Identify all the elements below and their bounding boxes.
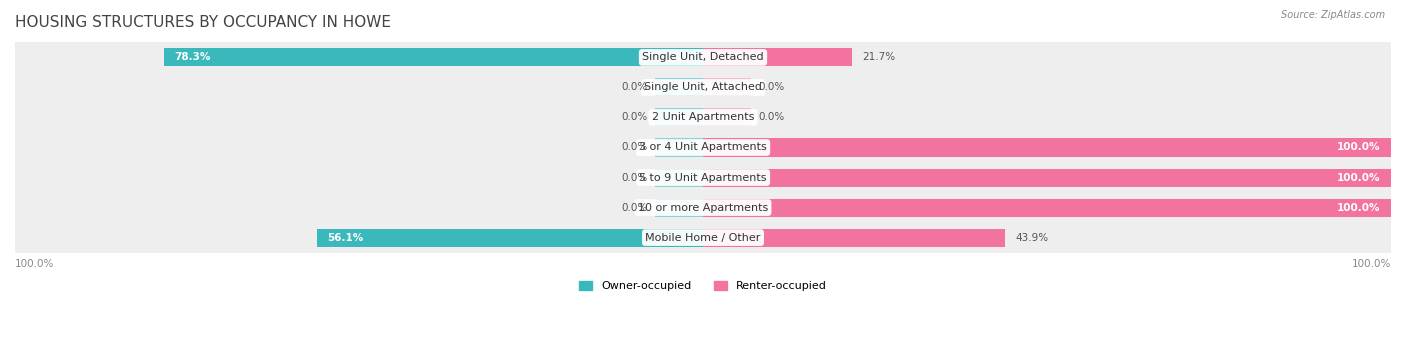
Legend: Owner-occupied, Renter-occupied: Owner-occupied, Renter-occupied <box>575 276 831 295</box>
Bar <box>165 49 703 66</box>
Bar <box>703 49 852 66</box>
Bar <box>703 108 751 127</box>
Bar <box>15 193 1391 223</box>
Text: 21.7%: 21.7% <box>863 52 896 62</box>
Bar <box>655 78 703 96</box>
Text: HOUSING STRUCTURES BY OCCUPANCY IN HOWE: HOUSING STRUCTURES BY OCCUPANCY IN HOWE <box>15 15 391 30</box>
Text: 0.0%: 0.0% <box>758 82 785 92</box>
Bar <box>15 132 1391 162</box>
Text: 100.0%: 100.0% <box>1337 202 1381 213</box>
Bar <box>15 103 1391 132</box>
Text: 3 or 4 Unit Apartments: 3 or 4 Unit Apartments <box>640 143 766 153</box>
Text: 0.0%: 0.0% <box>621 82 648 92</box>
Bar <box>655 108 703 127</box>
Text: 100.0%: 100.0% <box>15 259 55 268</box>
Text: 0.0%: 0.0% <box>621 172 648 183</box>
Bar <box>703 169 1391 186</box>
Bar <box>655 169 703 186</box>
Bar <box>655 139 703 157</box>
Text: 100.0%: 100.0% <box>1337 143 1381 153</box>
Text: 100.0%: 100.0% <box>1351 259 1391 268</box>
Text: Single Unit, Attached: Single Unit, Attached <box>644 82 762 92</box>
Text: 0.0%: 0.0% <box>621 113 648 122</box>
Text: 0.0%: 0.0% <box>621 143 648 153</box>
Text: 0.0%: 0.0% <box>621 202 648 213</box>
Bar <box>703 199 1391 216</box>
Text: Mobile Home / Other: Mobile Home / Other <box>645 233 761 242</box>
Text: Source: ZipAtlas.com: Source: ZipAtlas.com <box>1281 10 1385 20</box>
Bar <box>316 228 703 247</box>
Bar <box>703 139 1391 157</box>
Text: 10 or more Apartments: 10 or more Apartments <box>638 202 768 213</box>
Text: 78.3%: 78.3% <box>174 52 211 62</box>
Text: 5 to 9 Unit Apartments: 5 to 9 Unit Apartments <box>640 172 766 183</box>
Bar <box>703 228 1005 247</box>
Text: 100.0%: 100.0% <box>1337 172 1381 183</box>
Bar <box>15 223 1391 253</box>
Text: Single Unit, Detached: Single Unit, Detached <box>643 52 763 62</box>
Bar <box>655 199 703 216</box>
Bar <box>703 78 751 96</box>
Text: 56.1%: 56.1% <box>328 233 364 242</box>
Text: 43.9%: 43.9% <box>1015 233 1049 242</box>
Text: 2 Unit Apartments: 2 Unit Apartments <box>652 113 754 122</box>
Text: 0.0%: 0.0% <box>758 113 785 122</box>
Bar <box>15 73 1391 103</box>
Bar <box>15 162 1391 193</box>
Bar <box>15 42 1391 73</box>
